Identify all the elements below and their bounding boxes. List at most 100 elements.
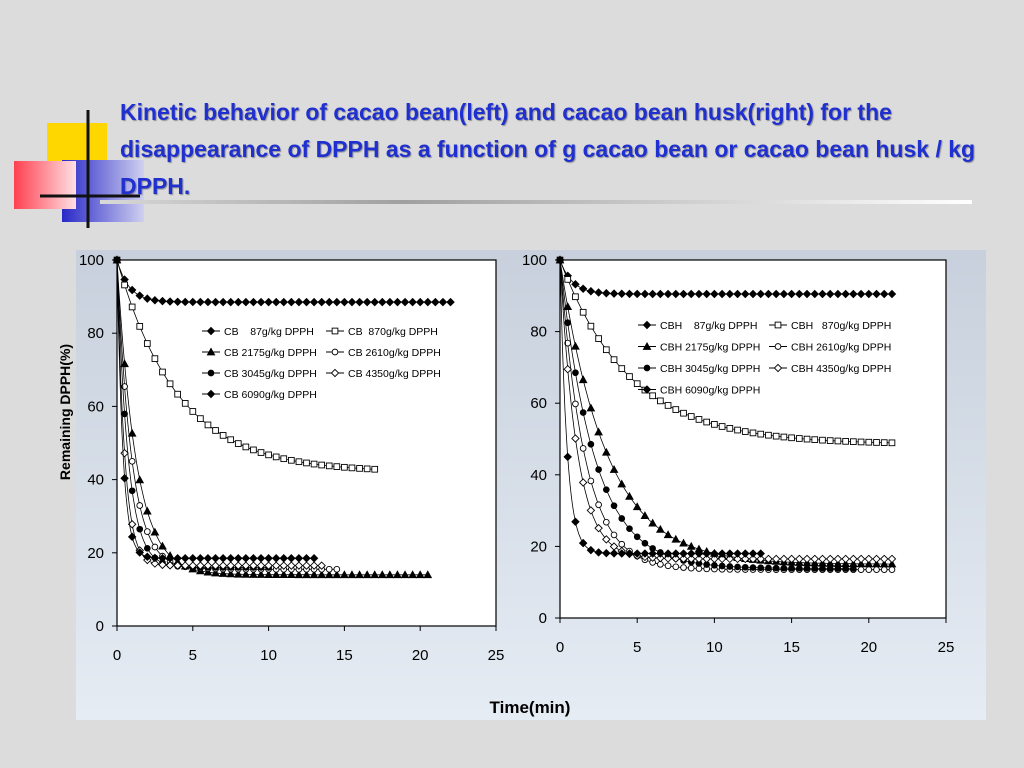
data-point — [849, 554, 858, 564]
data-point — [340, 570, 349, 579]
data-point — [241, 569, 251, 578]
data-point — [423, 297, 433, 307]
legend-swatch-marker — [642, 385, 652, 394]
data-point — [347, 570, 357, 579]
data-point — [302, 561, 311, 570]
data-point — [880, 566, 888, 573]
series-0 — [555, 255, 897, 299]
data-point — [617, 549, 626, 558]
series-6 — [555, 255, 765, 558]
data-point — [579, 409, 587, 416]
data-point — [197, 415, 204, 422]
legend-entry-label: CBH 87g/kg DPPH — [660, 320, 757, 332]
data-point — [165, 297, 175, 306]
data-point — [408, 297, 417, 307]
data-point — [610, 356, 618, 363]
data-point — [594, 288, 603, 297]
data-point — [211, 554, 220, 563]
data-point — [127, 428, 137, 437]
data-point — [196, 297, 205, 307]
x-tick-label: 20 — [860, 639, 877, 656]
y-tick-label: 40 — [87, 472, 104, 489]
data-point — [158, 541, 167, 550]
data-point — [271, 570, 281, 579]
data-point — [128, 303, 136, 311]
data-point — [779, 289, 789, 299]
data-point — [687, 554, 696, 564]
data-point — [174, 390, 181, 398]
data-point — [287, 297, 296, 307]
data-point — [189, 408, 197, 415]
data-point — [579, 308, 587, 316]
data-point — [564, 319, 572, 327]
legend-swatch-marker — [330, 368, 340, 378]
data-point — [610, 502, 618, 510]
data-point — [151, 355, 159, 362]
data-point — [150, 296, 160, 305]
data-point — [120, 474, 129, 483]
data-point — [856, 289, 866, 299]
data-point — [563, 452, 572, 462]
data-point — [703, 418, 711, 426]
legend-swatch-marker — [207, 369, 215, 377]
data-point — [287, 561, 296, 570]
data-point — [602, 346, 610, 354]
data-point — [256, 570, 266, 578]
data-point — [241, 561, 251, 570]
data-point — [362, 297, 372, 307]
data-point — [166, 380, 174, 388]
data-point — [810, 554, 819, 564]
data-point — [695, 416, 703, 423]
data-point — [842, 438, 849, 445]
legend-entry-label: CB 2610g/kg DPPH — [348, 347, 441, 359]
data-point — [211, 568, 220, 577]
data-point — [788, 434, 795, 442]
series-2 — [112, 255, 433, 579]
data-point — [188, 297, 198, 307]
data-point — [196, 561, 205, 570]
data-point — [734, 563, 741, 571]
data-point — [317, 561, 326, 570]
legend-swatch-marker — [331, 327, 339, 335]
data-point — [165, 561, 175, 570]
data-point — [734, 426, 741, 434]
y-tick-label: 80 — [87, 325, 104, 342]
data-point — [241, 297, 251, 307]
data-point — [672, 563, 680, 571]
data-point — [710, 554, 719, 564]
data-point — [377, 570, 387, 579]
data-point — [211, 561, 220, 570]
data-point — [294, 561, 304, 570]
data-point — [586, 506, 596, 515]
data-point — [748, 554, 758, 564]
data-point — [150, 527, 160, 536]
x-tick-label: 0 — [556, 639, 564, 656]
data-point — [127, 520, 137, 529]
data-point — [679, 554, 688, 563]
data-point — [317, 570, 327, 579]
data-point — [625, 491, 634, 500]
data-point — [888, 439, 896, 447]
data-point — [250, 446, 257, 454]
data-point — [757, 430, 765, 438]
data-point — [679, 549, 688, 558]
data-point — [256, 554, 266, 563]
data-point — [234, 561, 243, 570]
data-point — [571, 517, 580, 526]
data-point — [825, 554, 835, 564]
data-point — [748, 549, 758, 558]
data-point — [594, 427, 603, 436]
data-point — [609, 289, 619, 298]
data-point — [694, 554, 704, 564]
data-point — [680, 409, 687, 417]
data-point — [663, 530, 673, 539]
data-point — [757, 564, 765, 572]
legend-entry-label: CB 2175g/kg DPPH — [224, 347, 317, 359]
data-point — [256, 297, 266, 307]
data-point — [587, 440, 595, 448]
data-point — [370, 297, 379, 307]
data-point — [833, 289, 843, 299]
data-point — [363, 465, 371, 473]
data-point — [173, 297, 182, 307]
data-point — [741, 549, 750, 558]
